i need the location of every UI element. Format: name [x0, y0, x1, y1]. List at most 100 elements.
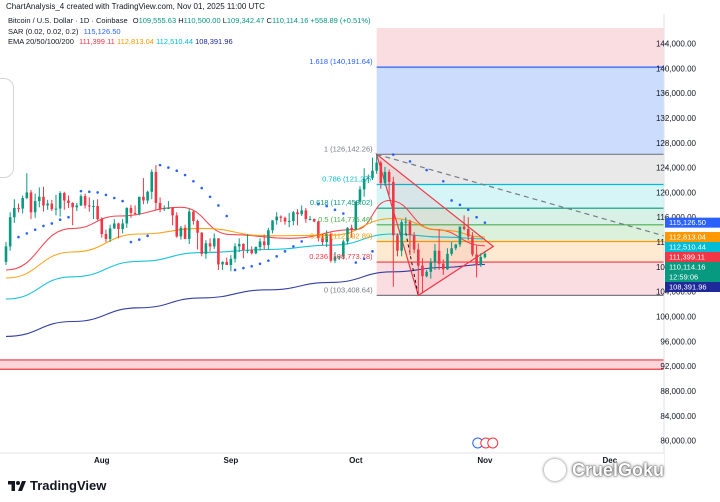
candle-body: [458, 226, 462, 245]
price-badge: [665, 242, 720, 253]
sar-dot: [292, 245, 295, 248]
candle-body: [479, 256, 483, 266]
sar-dots: [17, 153, 487, 272]
ema-line-ema-20: [5, 199, 485, 271]
price-badges: 115,126.50 112,813.04112,510.44111,399.11…: [665, 217, 720, 293]
price-badge: [665, 232, 720, 243]
candle-body: [196, 220, 199, 233]
price-badge: [665, 272, 720, 283]
ema200-value: 108,391.96: [195, 37, 233, 46]
drawing-tools[interactable]: [375, 152, 665, 297]
candle-body: [96, 206, 99, 220]
sar-dot: [233, 268, 237, 272]
price-badge: [665, 262, 720, 273]
fib-zone-0.786: [376, 184, 664, 209]
symbol-name: Bitcoin / U.S. Dollar · 1D · Coinbase: [8, 16, 128, 25]
price-badge-label: 110,114.16: [669, 263, 705, 272]
candle-body: [250, 250, 253, 254]
candle-body: [129, 207, 133, 213]
sar-dot: [275, 255, 278, 258]
price-tick-label: 140,000.00: [656, 64, 697, 73]
sar-dot: [79, 189, 83, 193]
candle-body: [392, 181, 395, 236]
time-axis[interactable]: Aug Sep Oct Nov Dec: [0, 452, 664, 470]
sar-dot: [25, 232, 29, 235]
ema-lines: [5, 199, 485, 337]
sar-dot: [242, 266, 245, 270]
fib-zone-0.618: [376, 208, 664, 225]
price-tick-label: 144,000.00: [656, 40, 697, 49]
price-tick-label: 104,000.00: [656, 288, 697, 297]
sar-dot: [466, 208, 470, 212]
sar-dot: [208, 195, 212, 199]
legend-sar-row[interactable]: SAR (0.02, 0.02, 0.2) 115,126.50: [8, 27, 371, 38]
candle-body: [408, 221, 412, 236]
candle-body: [346, 227, 349, 242]
top-bar: ChartAnalysis_4 created with TradingView…: [0, 0, 720, 14]
candle-body: [46, 203, 49, 206]
fib-zone-top: [376, 28, 664, 68]
candle-body: [466, 229, 470, 237]
sar-dot: [104, 193, 108, 197]
candle-body: [329, 233, 333, 261]
candle-body: [229, 258, 233, 266]
sar-dot: [137, 238, 141, 241]
sar-dot: [392, 153, 395, 156]
fib-zone-1.618: [376, 67, 664, 155]
sar-dot: [475, 215, 478, 219]
triangle-pattern: [375, 152, 495, 297]
candle-body: [475, 254, 478, 266]
sar-dot: [167, 166, 170, 169]
fib-label-0.5: 0.5 (114,775.46): [318, 215, 373, 224]
candle-body: [187, 211, 191, 239]
candle-body: [437, 250, 441, 264]
price-axis[interactable]: 80,000.00 84,000.00 88,000.00 92,000.00 96,0…: [656, 14, 720, 470]
candle-body: [325, 233, 328, 243]
candle-body: [292, 212, 295, 221]
candle-body: [192, 211, 195, 221]
candle-body: [258, 241, 262, 248]
sar-value: 115,126.50: [83, 26, 121, 36]
sar-dot: [225, 214, 229, 218]
sar-dot: [267, 259, 270, 262]
candle-body: [242, 243, 245, 251]
event-icons[interactable]: [472, 437, 499, 449]
candle-body: [433, 250, 437, 263]
tradingview-logo[interactable]: TradingView: [8, 478, 106, 493]
sar-dot: [362, 257, 366, 261]
sar-dot: [67, 215, 70, 219]
time-tick-label: Nov: [477, 456, 493, 465]
sar-dot: [58, 218, 62, 222]
time-tick-label: Aug: [94, 456, 110, 465]
sar-dot: [87, 190, 91, 194]
candle-body: [375, 162, 378, 171]
candle-body: [33, 201, 37, 213]
price-badge-label: 12:59:06: [669, 273, 698, 282]
fib-label-1: 1 (126,142.26): [324, 144, 373, 153]
candle-body: [483, 253, 487, 258]
candle-body: [50, 203, 54, 210]
candle-body: [221, 261, 224, 265]
ema-label: EMA 20/50/100/200: [8, 37, 74, 46]
time-tick-label: Dec: [603, 456, 618, 465]
fib-label-1.618: 1.618 (140,191.64): [309, 57, 373, 66]
candle-body: [417, 249, 420, 266]
candle-body: [142, 196, 145, 201]
candle-body: [237, 243, 241, 247]
ohlc-high-key: H: [178, 16, 184, 25]
fib-label-0.786: 0.786 (121,277: [322, 174, 372, 183]
candlesticks: [4, 154, 487, 296]
candle-body: [429, 262, 433, 272]
left-toolbar-handle[interactable]: [0, 78, 14, 178]
sar-dot: [342, 212, 345, 215]
legend-ema-row[interactable]: EMA 20/50/100/200 111,399.11 112,813.04 …: [8, 37, 371, 48]
candle-body: [337, 256, 341, 258]
fib-label-0.236: 0.236 (108,773.78): [309, 252, 373, 261]
candle-body: [38, 196, 41, 202]
price-badge: [665, 217, 720, 228]
candle-body: [29, 192, 33, 213]
sar-dot: [283, 250, 287, 253]
sar-dot: [217, 204, 220, 207]
candle-body: [350, 227, 353, 230]
